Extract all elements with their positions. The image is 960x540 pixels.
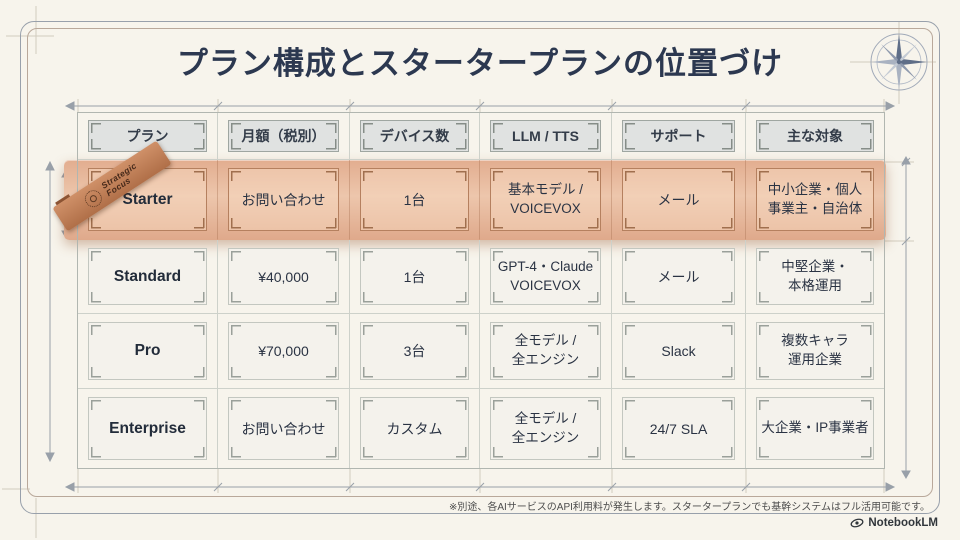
cell-enterprise-price: お問い合わせ bbox=[218, 389, 350, 468]
cell-pro-devices: 3台 bbox=[350, 314, 480, 389]
header-cell-target: 主な対象 bbox=[746, 113, 884, 160]
footnote: ※別途、各AIサービスのAPI利用料が発生します。スタータープランでも基幹システ… bbox=[448, 502, 930, 513]
rosette-seal-icon bbox=[80, 186, 105, 211]
cell-enterprise-llm: 全モデル / 全エンジン bbox=[480, 389, 612, 468]
cell-enterprise-devices: カスタム bbox=[350, 389, 480, 468]
cell-enterprise-target: 大企業・IP事業者 bbox=[746, 389, 884, 468]
cell-standard-plan: Standard bbox=[78, 240, 218, 314]
cell-standard-llm: GPT-4・Claude VOICEVOX bbox=[480, 240, 612, 314]
cell-starter-price: お問い合わせ bbox=[218, 160, 350, 240]
notebooklm-logo-icon bbox=[850, 518, 864, 528]
header-cell-devices: デバイス数 bbox=[350, 113, 480, 160]
cell-standard-devices: 1台 bbox=[350, 240, 480, 314]
cell-pro-llm: 全モデル / 全エンジン bbox=[480, 314, 612, 389]
cell-starter-support: メール bbox=[612, 160, 746, 240]
plan-table: プラン 月額（税別） デバイス数 LLM / TTS サポート 主な対象 Sta… bbox=[77, 112, 885, 469]
cell-starter-llm: 基本モデル / VOICEVOX bbox=[480, 160, 612, 240]
cell-enterprise-plan: Enterprise bbox=[78, 389, 218, 468]
cell-standard-price: ¥40,000 bbox=[218, 240, 350, 314]
cell-enterprise-support: 24/7 SLA bbox=[612, 389, 746, 468]
header-cell-plan: プラン bbox=[78, 113, 218, 160]
slide-title: プラン構成とスタータープランの位置づけ bbox=[176, 46, 784, 81]
cell-pro-plan: Pro bbox=[78, 314, 218, 389]
cell-standard-target: 中堅企業・ 本格運用 bbox=[746, 240, 884, 314]
cell-pro-target: 複数キャラ 運用企業 bbox=[746, 314, 884, 389]
cell-starter-target: 中小企業・個人 事業主・自治体 bbox=[746, 160, 884, 240]
cell-pro-support: Slack bbox=[612, 314, 746, 389]
cell-pro-price: ¥70,000 bbox=[218, 314, 350, 389]
watermark-text: NotebookLM bbox=[868, 517, 938, 529]
cell-starter-devices: 1台 bbox=[350, 160, 480, 240]
header-cell-llm: LLM / TTS bbox=[480, 113, 612, 160]
header-cell-price: 月額（税別） bbox=[218, 113, 350, 160]
watermark: NotebookLM bbox=[850, 516, 938, 530]
cell-standard-support: メール bbox=[612, 240, 746, 314]
header-cell-support: サポート bbox=[612, 113, 746, 160]
compass-rose-icon bbox=[870, 33, 928, 91]
